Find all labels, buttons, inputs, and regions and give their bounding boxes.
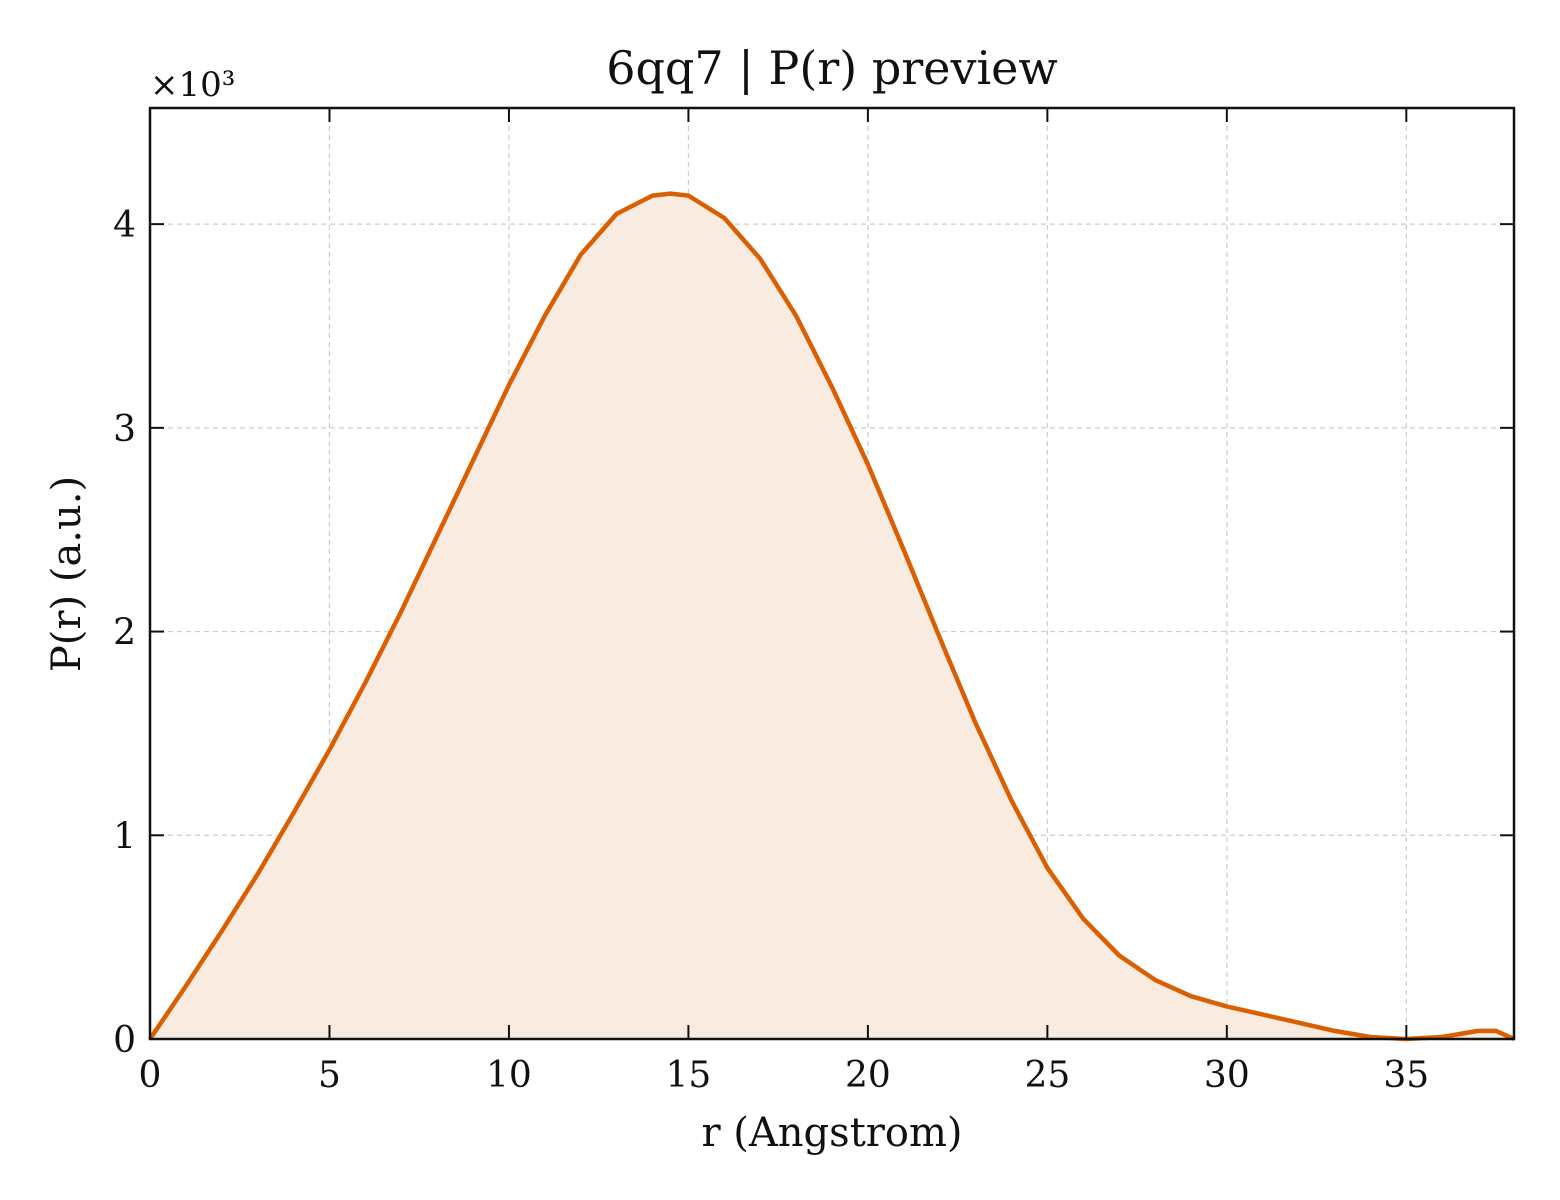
x-tick-label: 15 (666, 1055, 712, 1096)
y-tick-label: 3 (113, 409, 136, 450)
x-tick-label: 25 (1024, 1055, 1070, 1096)
pr-curve-line (148, 191, 1515, 1042)
x-tick-label: 0 (139, 1055, 162, 1096)
x-tick-label: 35 (1383, 1055, 1429, 1096)
x-tick-label: 5 (318, 1055, 341, 1096)
y-tick-label: 0 (113, 1020, 136, 1061)
x-tick-label: 20 (845, 1055, 891, 1096)
y-tick-label: 1 (113, 816, 136, 857)
x-tick-label: 30 (1204, 1055, 1250, 1096)
y-axis-label: P(r) (a.u.) (44, 476, 90, 672)
y-multiplier-label: ×10³ (150, 65, 235, 105)
y-tick-label: 4 (113, 205, 136, 246)
x-tick-label: 10 (486, 1055, 532, 1096)
y-tick-label: 2 (113, 613, 136, 654)
x-axis-label: r (Angstrom) (701, 1110, 962, 1156)
chart-title: 6qq7 | P(r) preview (606, 41, 1058, 95)
pr-area-fill (150, 193, 1514, 1040)
plot-frame (148, 106, 1516, 1041)
